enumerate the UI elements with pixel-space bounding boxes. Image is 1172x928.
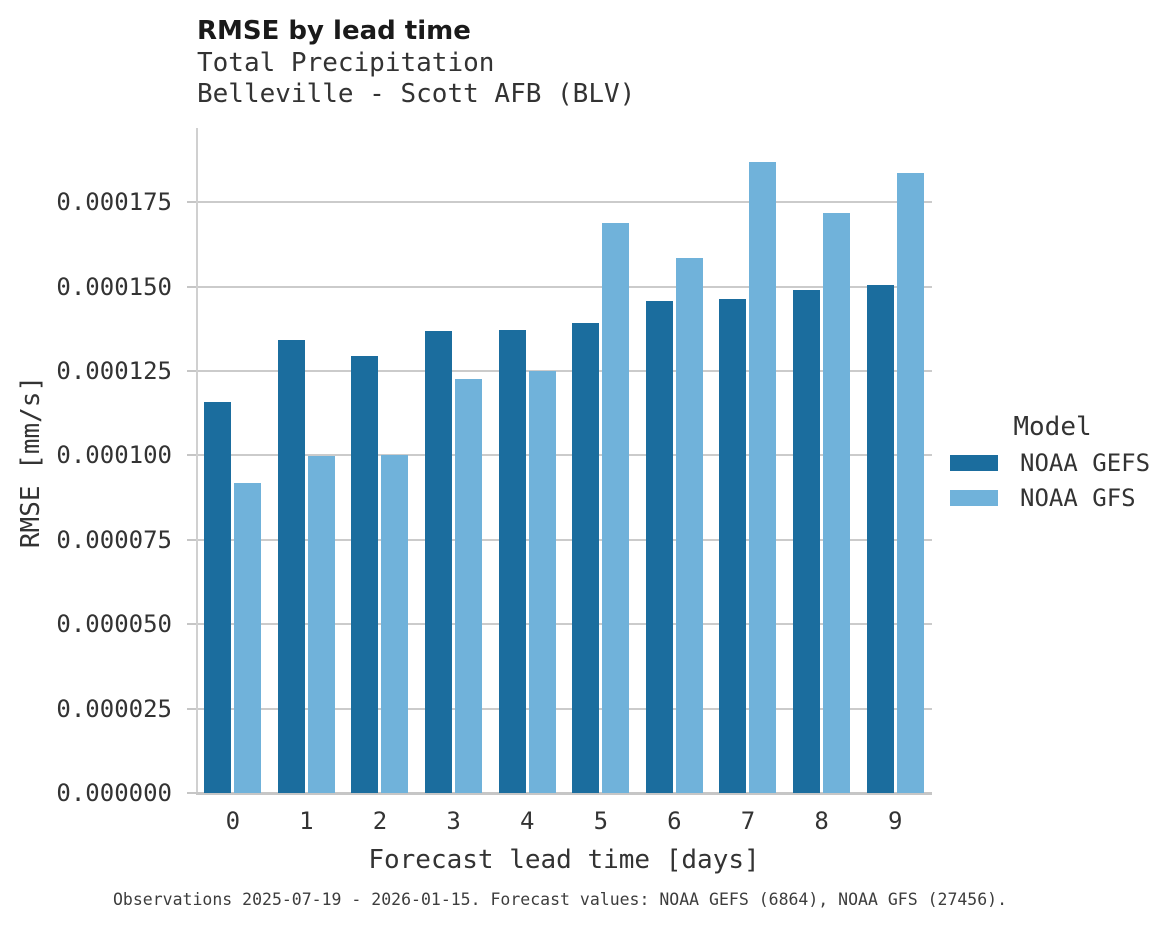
x-tick-label-5: 5 xyxy=(593,807,609,835)
bar-group-lead-2 xyxy=(343,128,417,793)
y-tick-label-0.000050: 0.000050 xyxy=(56,610,172,639)
bar-noaa-gefs-lead-2 xyxy=(351,355,379,793)
bar-noaa-gefs-lead-9 xyxy=(866,284,894,793)
gridline-0.000175 xyxy=(196,201,932,204)
bar-noaa-gfs-lead-5 xyxy=(602,223,630,793)
gridline-0.000150 xyxy=(196,285,932,288)
gridline-0.000100 xyxy=(196,454,932,457)
x-axis-line xyxy=(196,792,932,795)
legend-swatch-icon xyxy=(950,455,998,471)
bar-group-lead-3 xyxy=(417,128,491,793)
y-axis-tick xyxy=(187,285,196,288)
bar-noaa-gefs-lead-3 xyxy=(425,330,453,793)
bar-noaa-gefs-lead-0 xyxy=(204,402,232,793)
y-tick-label-0.000100: 0.000100 xyxy=(56,441,172,470)
x-tick-label-0: 0 xyxy=(225,807,241,835)
x-axis-title: Forecast lead time [days] xyxy=(368,845,760,875)
plot-area xyxy=(187,128,932,795)
y-axis-tick xyxy=(187,201,196,204)
y-axis-line xyxy=(196,128,198,793)
bar-noaa-gefs-lead-4 xyxy=(498,329,526,793)
y-tick-label-0.000175: 0.000175 xyxy=(56,188,172,217)
legend-label: NOAA GFS xyxy=(1020,484,1136,512)
y-axis-tick xyxy=(187,623,196,626)
gridline-0.000050 xyxy=(196,623,932,626)
x-tick-label-6: 6 xyxy=(667,807,682,835)
chart-subtitle-line2: Belleville - Scott AFB (BLV) xyxy=(197,79,636,109)
bar-group-lead-9 xyxy=(858,128,932,793)
bar-group-lead-4 xyxy=(490,128,564,793)
bar-group-lead-6 xyxy=(638,128,712,793)
x-tick-label-2: 2 xyxy=(372,807,388,835)
bar-group-lead-7 xyxy=(711,128,785,793)
y-tick-label-0.000000: 0.000000 xyxy=(56,779,172,807)
chart-title: RMSE by lead time xyxy=(197,16,471,46)
y-axis-tick xyxy=(187,370,196,373)
legend-title: Model xyxy=(1013,412,1092,442)
y-tick-label-0.000125: 0.000125 xyxy=(56,357,172,386)
bar-noaa-gefs-lead-5 xyxy=(572,323,600,793)
bar-noaa-gefs-lead-6 xyxy=(645,300,673,793)
legend-items: NOAA GEFS NOAA GFS xyxy=(950,449,1155,512)
bar-noaa-gefs-lead-8 xyxy=(793,290,821,793)
x-tick-label-4: 4 xyxy=(519,807,535,835)
bar-noaa-gefs-lead-7 xyxy=(719,299,747,793)
y-axis-tick xyxy=(187,707,196,710)
y-axis-tick xyxy=(187,454,196,457)
bar-group-lead-8 xyxy=(785,128,859,793)
x-tick-label-8: 8 xyxy=(814,807,829,835)
bar-noaa-gfs-lead-4 xyxy=(528,371,556,793)
bar-group-lead-5 xyxy=(564,128,638,793)
y-tick-label-0.000075: 0.000075 xyxy=(56,525,172,554)
bar-noaa-gfs-lead-9 xyxy=(896,173,924,793)
bar-noaa-gfs-lead-7 xyxy=(749,161,777,793)
caption: Observations 2025-07-19 - 2026-01-15. Fo… xyxy=(113,890,1008,909)
y-tick-label-0.000150: 0.000150 xyxy=(56,272,172,301)
legend-label: NOAA GEFS xyxy=(1020,449,1151,477)
bar-noaa-gfs-lead-8 xyxy=(823,213,851,793)
legend-item-noaa-gfs: NOAA GFS xyxy=(950,484,1155,512)
legend-item-noaa-gefs: NOAA GEFS xyxy=(950,449,1155,477)
bar-group-lead-1 xyxy=(270,128,344,793)
x-tick-label-1: 1 xyxy=(299,807,314,835)
y-axis-tick xyxy=(187,538,196,541)
y-axis-tick xyxy=(187,792,196,794)
x-tick-label-7: 7 xyxy=(740,807,756,835)
bar-noaa-gfs-lead-0 xyxy=(234,482,262,793)
gridline-0.000075 xyxy=(196,538,932,541)
gridline-0.000125 xyxy=(196,370,932,373)
x-tick-label-3: 3 xyxy=(446,807,461,835)
legend: Model NOAA GEFS NOAA GFS xyxy=(950,413,1155,522)
header: RMSE by lead time Total Precipitation Be… xyxy=(197,15,635,110)
x-tick-label-9: 9 xyxy=(887,807,903,835)
bar-noaa-gfs-lead-6 xyxy=(675,257,703,793)
gridline-0.000025 xyxy=(196,707,932,710)
bar-noaa-gfs-lead-2 xyxy=(381,455,409,793)
bar-noaa-gfs-lead-1 xyxy=(307,456,335,793)
bar-noaa-gefs-lead-1 xyxy=(277,340,305,793)
bar-noaa-gfs-lead-3 xyxy=(455,379,483,793)
y-tick-label-0.000025: 0.000025 xyxy=(56,694,172,723)
bar-group-lead-0 xyxy=(196,128,270,793)
legend-swatch-icon xyxy=(950,490,998,506)
chart-subtitle-line1: Total Precipitation xyxy=(197,48,495,78)
